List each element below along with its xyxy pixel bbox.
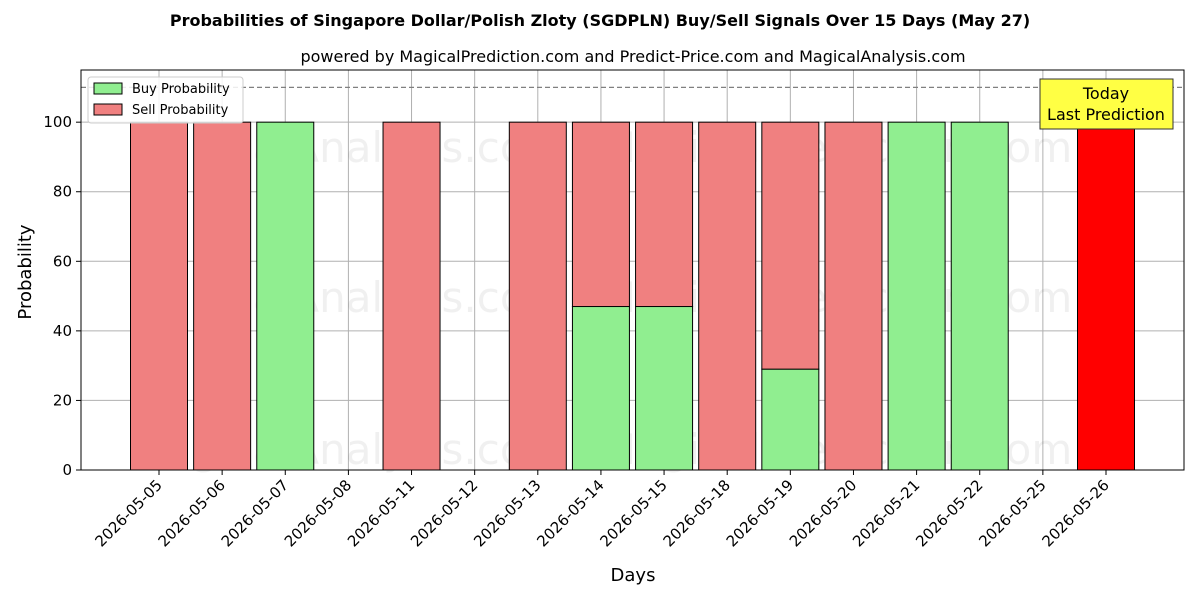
legend-label-buy: Buy Probability bbox=[132, 82, 230, 97]
y-tick-label-0: 0 bbox=[62, 461, 72, 479]
x-tick-label-2026-05-13: 2026-05-13 bbox=[470, 476, 544, 550]
chart-title: Probabilities of Singapore Dollar/Polish… bbox=[170, 11, 1030, 30]
bar-sell-2026-05-19 bbox=[761, 121, 820, 370]
y-axis-label: Probability bbox=[15, 224, 36, 319]
bar-sell-2026-05-13 bbox=[508, 121, 567, 471]
bar-sell-2026-05-14 bbox=[571, 121, 630, 308]
x-tick-label-2026-05-15: 2026-05-15 bbox=[597, 476, 671, 550]
x-tick-label-2026-05-21: 2026-05-21 bbox=[849, 476, 923, 550]
x-tick-label-2026-05-19: 2026-05-19 bbox=[723, 476, 797, 550]
today-annotation: Today Last Prediction bbox=[1039, 78, 1174, 130]
bar-buy-2026-05-07 bbox=[256, 121, 315, 471]
x-tick-label-2026-05-08: 2026-05-08 bbox=[281, 476, 355, 550]
bar-buy-2026-05-22 bbox=[950, 121, 1009, 471]
legend-box bbox=[87, 76, 244, 124]
x-tick-label-2026-05-22: 2026-05-22 bbox=[912, 476, 986, 550]
chart-subtitle: powered by MagicalPrediction.com and Pre… bbox=[300, 47, 965, 66]
y-tick-label-80: 80 bbox=[53, 183, 72, 201]
bar-sell-2026-05-11 bbox=[382, 121, 441, 471]
x-tick-label-2026-05-07: 2026-05-07 bbox=[218, 476, 292, 550]
y-tick-label-100: 100 bbox=[43, 113, 72, 131]
legend-swatch-buy bbox=[93, 82, 123, 95]
y-tick-label-20: 20 bbox=[53, 391, 72, 409]
bar-buy-2026-05-19 bbox=[761, 368, 820, 471]
x-tick-label-2026-05-20: 2026-05-20 bbox=[786, 476, 860, 550]
last-prediction-label: Last Prediction bbox=[1047, 105, 1165, 124]
x-axis-label: Days bbox=[611, 565, 656, 586]
today-label: Today bbox=[1082, 84, 1129, 103]
x-tick-label-2026-05-11: 2026-05-11 bbox=[344, 476, 418, 550]
x-tick-label-2026-05-06: 2026-05-06 bbox=[155, 476, 229, 550]
bar-sell-2026-05-06 bbox=[193, 121, 252, 471]
bar-buy-2026-05-21 bbox=[887, 121, 946, 471]
today-box bbox=[1039, 78, 1174, 130]
bar-sell-2026-05-15 bbox=[635, 121, 694, 308]
y-tick-label-60: 60 bbox=[53, 252, 72, 270]
bar-buy-2026-05-15 bbox=[635, 306, 694, 471]
bar-sell-2026-05-18 bbox=[698, 121, 757, 471]
legend: Buy Probability Sell Probability bbox=[87, 76, 244, 124]
legend-swatch-sell bbox=[93, 103, 123, 116]
x-tick-label-2026-05-26: 2026-05-26 bbox=[1038, 476, 1112, 550]
bar-buy-2026-05-14 bbox=[571, 306, 630, 471]
x-tick-label-2026-05-05: 2026-05-05 bbox=[91, 476, 165, 550]
y-tick-label-40: 40 bbox=[53, 322, 72, 340]
x-tick-label-2026-05-12: 2026-05-12 bbox=[407, 476, 481, 550]
bar-sell-2026-05-26 bbox=[1077, 121, 1135, 471]
legend-label-sell: Sell Probability bbox=[132, 103, 229, 118]
x-tick-label-2026-05-18: 2026-05-18 bbox=[660, 476, 734, 550]
bar-sell-2026-05-20 bbox=[824, 121, 883, 471]
bar-sell-2026-05-05 bbox=[130, 121, 188, 471]
bars bbox=[130, 121, 1135, 471]
x-tick-label-2026-05-25: 2026-05-25 bbox=[975, 476, 1049, 550]
plot-frame bbox=[80, 69, 1185, 471]
x-tick-label-2026-05-14: 2026-05-14 bbox=[533, 476, 607, 550]
